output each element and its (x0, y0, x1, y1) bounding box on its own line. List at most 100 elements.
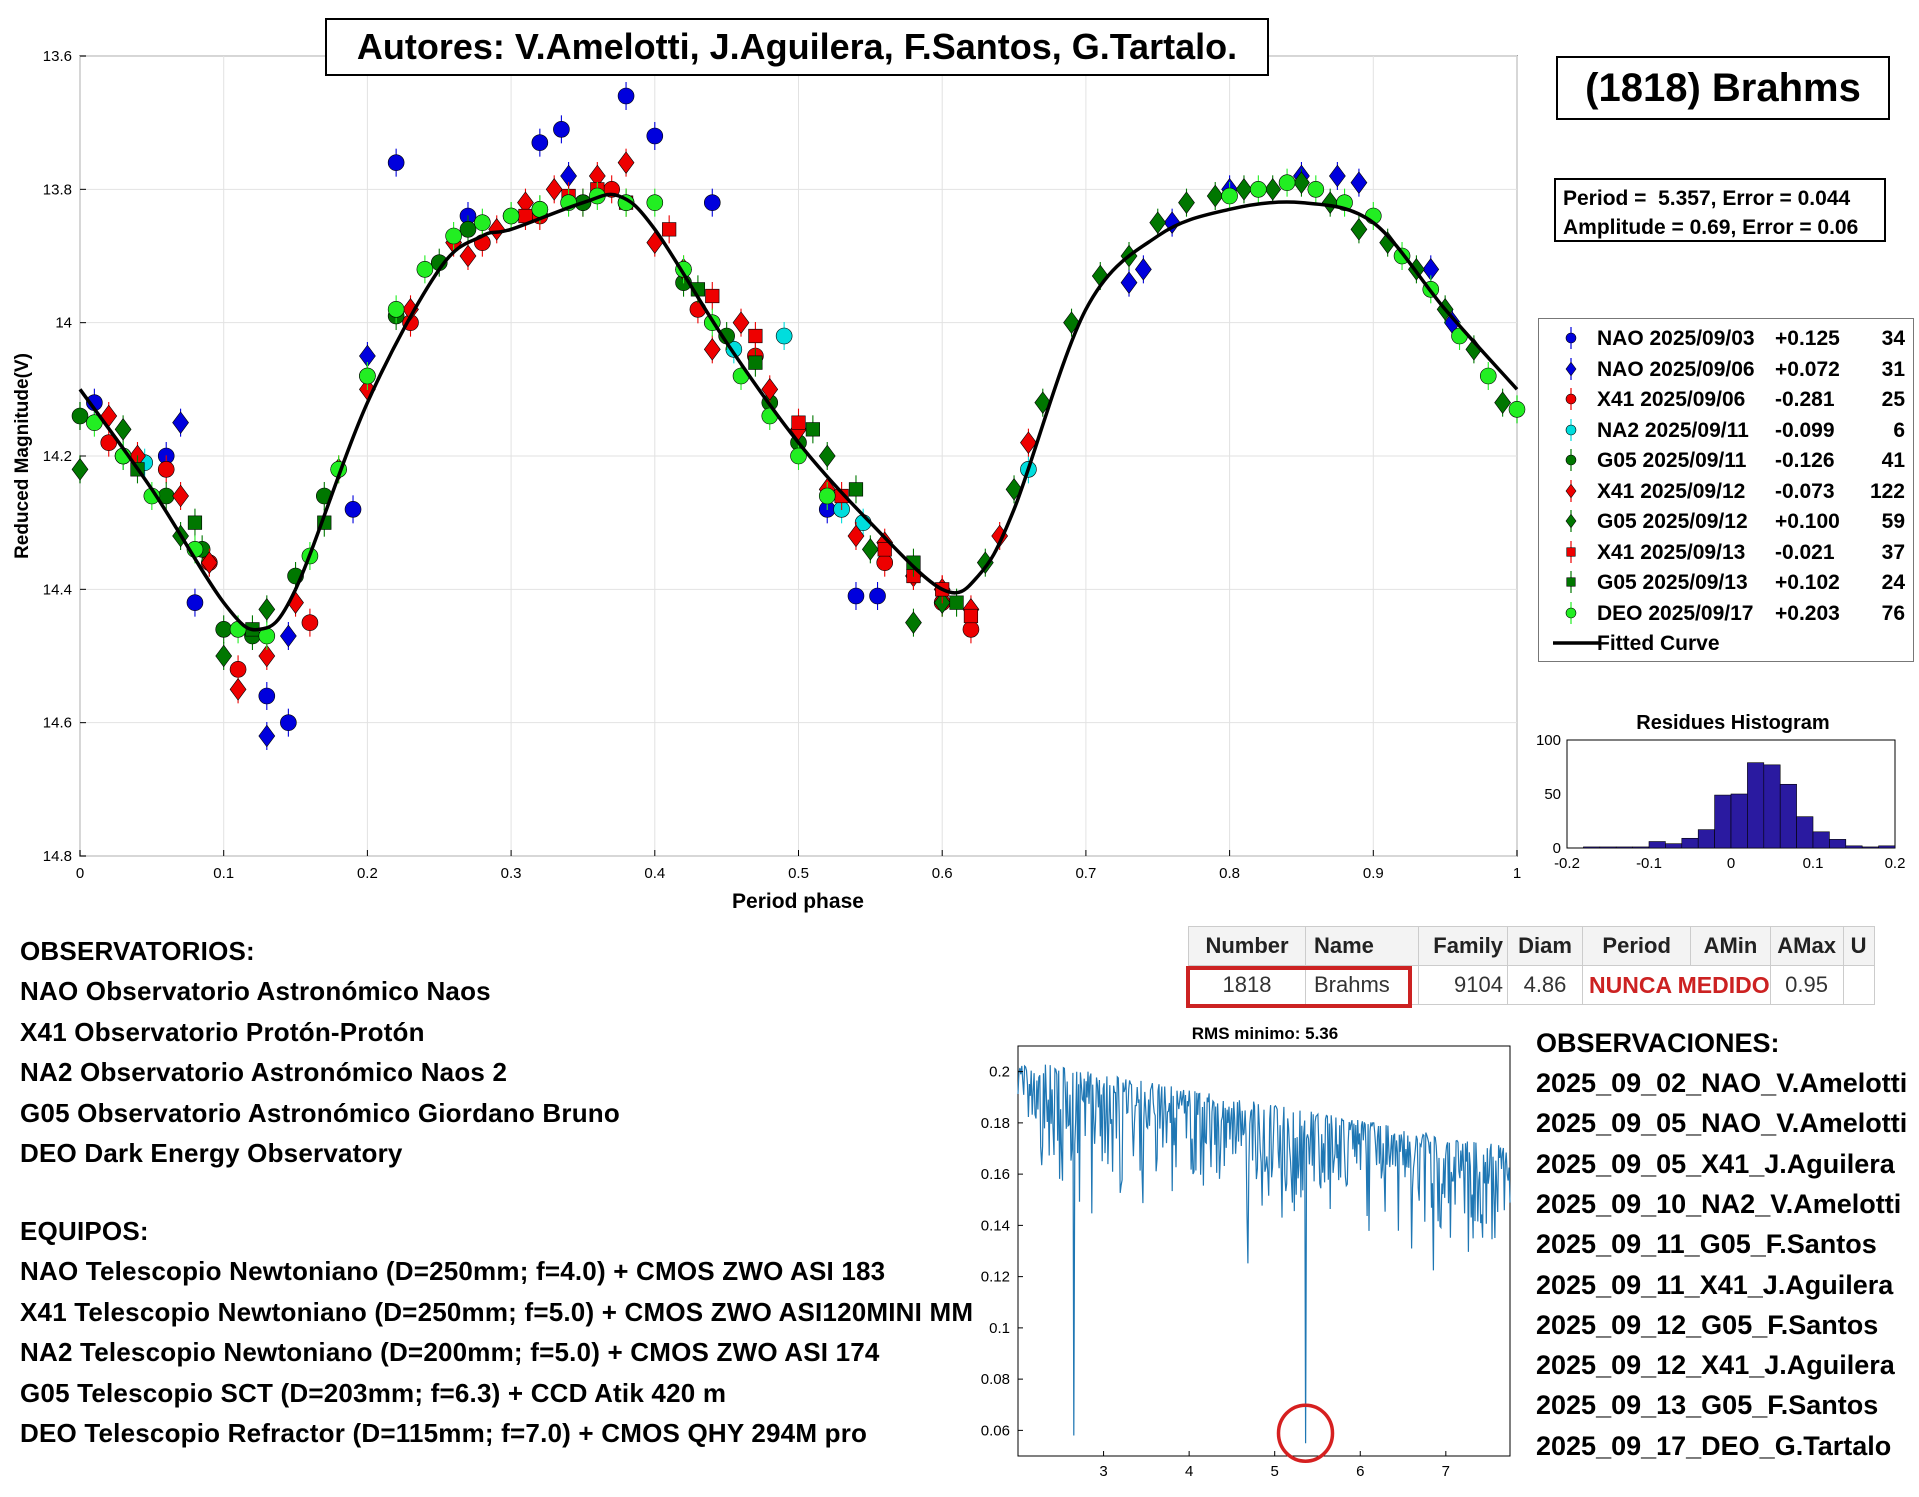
asteroid-title-text: (1818) Brahms (1585, 65, 1861, 110)
table-cell-amin: 0.95 (1769, 965, 1844, 1005)
legend-marker-icon (1565, 510, 1577, 532)
legend-count: 122 (1869, 479, 1905, 503)
data-point (791, 415, 806, 430)
histogram-bar (1730, 793, 1748, 849)
data-point (531, 134, 549, 151)
data-point (732, 311, 750, 334)
observacion-item: 2025_09_11_G05_F.Santos (1536, 1229, 1877, 1260)
data-point (1178, 191, 1195, 214)
data-point (1135, 258, 1152, 281)
legend-entry: NAO 2025/09/06 +0.072 31 (1539, 354, 1913, 384)
data-point (344, 501, 362, 518)
legend-count: 6 (1893, 418, 1905, 442)
data-point (748, 355, 763, 370)
data-point (905, 611, 922, 634)
legend-entry: G05 2025/09/13 +0.102 24 (1539, 567, 1913, 597)
legend-line-icon (1553, 641, 1601, 645)
legend-entry: NAO 2025/09/03 +0.125 34 (1539, 323, 1913, 353)
data-point (459, 244, 477, 268)
table-cell-number: 1818 (1188, 965, 1306, 1005)
observatorio-item: NAO Observatorio Astronómico Naos (20, 976, 491, 1006)
authors-text: Autores: V.Amelotti, J.Aguilera, F.Santo… (356, 26, 1238, 67)
data-point (387, 301, 405, 318)
data-point (229, 661, 247, 678)
light-curve-x-ticks: 0 0.1 0.2 0.3 0.4 0.5 0.6 0.7 0.8 0.9 1 (76, 850, 1521, 882)
legend-marker (1566, 577, 1576, 587)
data-point (215, 621, 232, 638)
histogram-x-tick-label: -0.1 (1636, 855, 1662, 872)
legend-offset: +0.072 (1775, 357, 1840, 381)
table-header-period: Period (1581, 926, 1692, 966)
data-point (545, 178, 563, 201)
data-point (1293, 171, 1310, 194)
asteroid-title-box: (1818) Brahms (1556, 56, 1890, 120)
observacion-item: 2025_09_10_NA2_V.Amelotti (1536, 1188, 1902, 1219)
legend-label: DEO 2025/09/17 (1597, 601, 1754, 625)
data-point (1250, 181, 1267, 198)
periodogram-plot-area (1017, 1045, 1511, 1457)
data-point (761, 378, 779, 401)
table-header-diam: Diam (1507, 926, 1583, 966)
period-text: Period = 5.357, Error = 0.044 (1563, 187, 1851, 210)
legend-offset: +0.125 (1775, 327, 1840, 350)
data-point (617, 87, 635, 105)
histogram-y-tick-label: 50 (1544, 786, 1561, 803)
periodogram-chart: RMS minimo: 5.36 3 4 5 6 7 0.06 0.08 0.1 0.12 0.1… (981, 1024, 1511, 1480)
data-point (229, 678, 247, 701)
legend-count: 41 (1881, 449, 1905, 472)
legend-offset: +0.203 (1775, 601, 1840, 625)
observacion-item: 2025_09_12_X41_J.Aguilera (1536, 1350, 1895, 1381)
legend-entry: G05 2025/09/12 +0.100 59 (1539, 506, 1913, 536)
table-header-name: Name (1305, 926, 1419, 966)
histogram-bar (1583, 846, 1601, 849)
equipo-item: NA2 Telescopio Newtoniano (D=200mm; f=5.… (20, 1337, 880, 1367)
x-tick-label: 0.4 (644, 865, 665, 882)
data-point (847, 524, 865, 548)
data-point (646, 127, 664, 145)
periodogram-y-tick-label: 0.06 (981, 1422, 1010, 1439)
data-point (1020, 431, 1037, 454)
authors-box: Autores: V.Amelotti, J.Aguilera, F.Santo… (325, 18, 1269, 76)
light-curve-series (71, 82, 1526, 750)
data-point (387, 154, 405, 171)
histogram-bar (1878, 845, 1896, 849)
x-tick-label: 0.3 (501, 865, 522, 882)
table-cell-family: 9104 (1418, 965, 1508, 1005)
data-point (459, 221, 477, 238)
asteroid-info-table: Number Name Family Diam Period AMin AMax… (1188, 926, 1875, 1005)
periodogram-title: RMS minimo: 5.36 (1192, 1024, 1338, 1043)
data-point (258, 687, 276, 705)
data-point (790, 447, 807, 465)
periodogram-x-tick-label: 5 (1271, 1463, 1279, 1480)
y-tick-label: 14.2 (43, 448, 72, 465)
series-deo-2025-09-17 (86, 168, 1526, 650)
legend-marker-icon (1565, 449, 1577, 471)
y-tick-label: 13.6 (43, 48, 72, 65)
legend-label: NA2 2025/09/11 (1597, 418, 1749, 442)
data-point (1206, 184, 1224, 208)
data-point (848, 482, 864, 497)
observacion-item: 2025_09_02_NAO_V.Amelotti (1536, 1068, 1908, 1098)
x-tick-label: 1 (1513, 865, 1521, 882)
data-point (71, 407, 89, 425)
periodogram-y-tick-label: 0.08 (981, 1371, 1010, 1388)
legend-entry: X41 2025/09/13 -0.021 37 (1539, 537, 1913, 567)
histogram-bar (1845, 845, 1863, 849)
data-point (646, 194, 664, 211)
data-point (662, 222, 677, 237)
observatorio-item: X41 Observatorio Protón-Protón (20, 1016, 425, 1047)
residues-histogram: Residues Histogram -0.2 -0.1 0 0.1 0.2 0 50 100 (1536, 712, 1905, 872)
observacion-item: 2025_09_17_DEO_G.Tartalo (1536, 1430, 1892, 1461)
data-point (1321, 191, 1339, 214)
data-point (71, 458, 89, 481)
data-point (906, 555, 921, 570)
x-tick-label: 0.1 (213, 865, 234, 882)
histogram-bar (1599, 846, 1617, 849)
light-curve-chart: 0 0.1 0.2 0.3 0.4 0.5 0.6 0.7 0.8 0.9 1 13.6 13.8 14… (12, 48, 1526, 913)
data-point (258, 644, 276, 668)
table-header-number: Number (1188, 926, 1306, 966)
histogram-bar (1648, 841, 1666, 849)
data-point (488, 218, 506, 241)
histogram-bar (1796, 816, 1814, 849)
